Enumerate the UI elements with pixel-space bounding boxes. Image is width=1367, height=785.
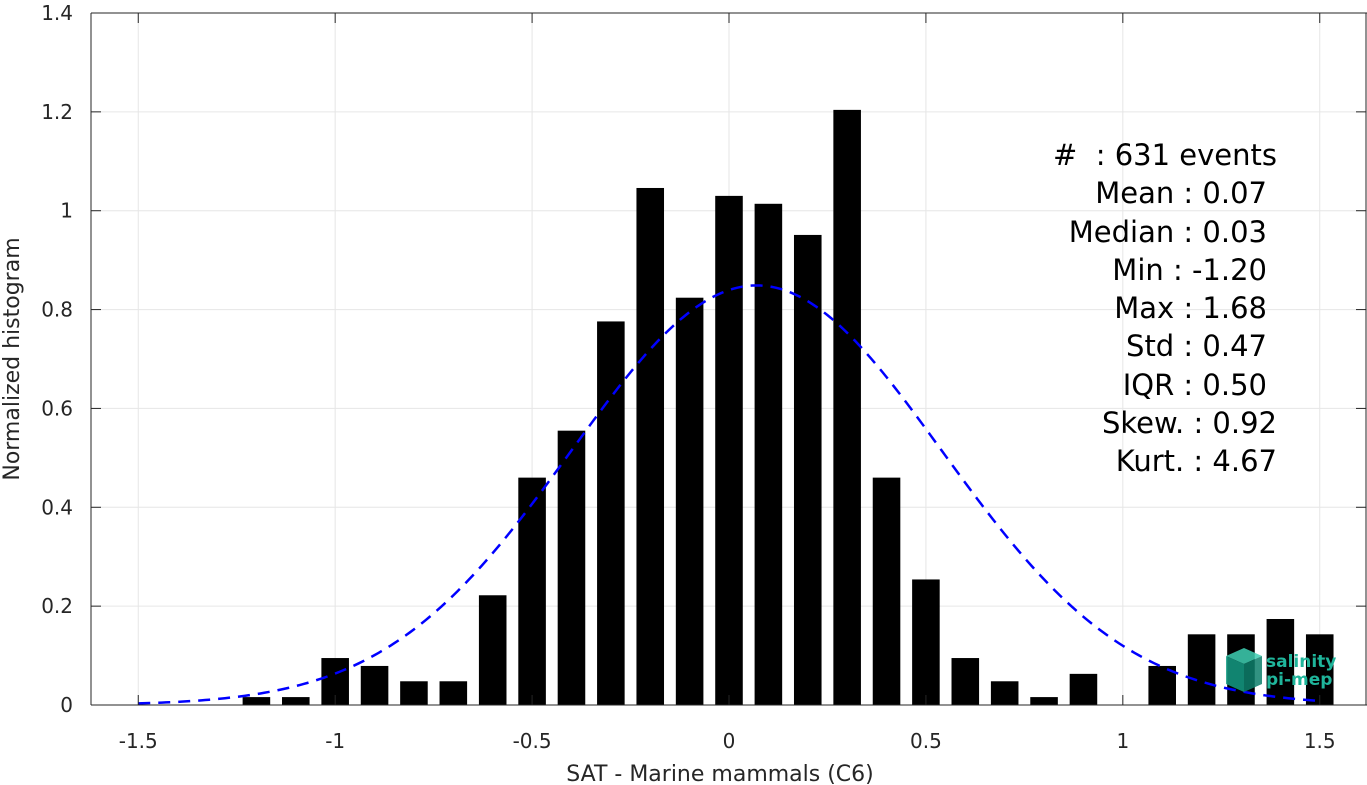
stat-mean: Mean : 0.07 <box>1095 176 1267 210</box>
histogram-bar <box>1069 673 1098 705</box>
histogram-bar <box>360 665 389 705</box>
histogram-bar <box>400 681 428 705</box>
histogram-bar <box>872 477 901 705</box>
fit-curve-line <box>138 284 1320 705</box>
y-axis-ticks: 0 0.2 0.4 0.6 0.8 1 1.2 1.4 <box>41 1 1366 717</box>
histogram-bar <box>1030 697 1058 705</box>
histogram-bar <box>1148 665 1176 705</box>
stat-events: # : 631 events <box>1053 138 1277 172</box>
histogram-bar <box>951 658 980 705</box>
histogram-bar <box>478 595 507 705</box>
histogram-bar <box>793 234 822 706</box>
histogram-bar <box>1187 634 1216 705</box>
histogram-bar <box>557 430 586 705</box>
histogram-bar <box>754 203 783 705</box>
histogram-bar <box>675 297 704 705</box>
x-tick-label: 0 <box>723 729 736 753</box>
y-tick-label: 0.8 <box>41 298 73 322</box>
y-tick-label: 1.4 <box>41 1 73 25</box>
histogram-bar <box>990 681 1019 705</box>
x-tick-label: -1 <box>325 729 345 753</box>
histogram-bar <box>715 195 743 705</box>
cube-icon <box>1226 648 1262 692</box>
stat-min: Min : -1.20 <box>1112 253 1267 287</box>
histogram-bar <box>242 697 271 705</box>
histogram-bar <box>439 681 468 705</box>
stats-box: # : 631 events Mean : 0.07 Median : 0.03… <box>1053 138 1277 478</box>
histogram-bar <box>1266 618 1295 705</box>
x-tick-label: -0.5 <box>513 729 552 753</box>
stat-iqr: IQR : 0.50 <box>1123 368 1267 402</box>
histogram-bar <box>597 321 625 705</box>
y-tick-label: 0.6 <box>41 396 73 420</box>
y-tick-label: 1 <box>60 199 73 223</box>
salinity-pimep-logo: salinity pi-mep <box>1226 648 1336 692</box>
y-tick-label: 0.4 <box>41 495 73 519</box>
histogram-bar <box>282 697 310 705</box>
x-tick-label: 0.5 <box>910 729 942 753</box>
stat-std: Std : 0.47 <box>1126 329 1267 363</box>
stat-skew: Skew. : 0.92 <box>1102 406 1277 440</box>
logo-line2: pi-mep <box>1266 670 1332 690</box>
stat-median: Median : 0.03 <box>1069 215 1267 249</box>
y-tick-label: 0.2 <box>41 594 73 618</box>
histogram-bar <box>518 477 546 705</box>
logo-line1: salinity <box>1266 652 1336 672</box>
histogram-bar <box>1305 634 1334 705</box>
x-tick-label: 1.5 <box>1304 729 1336 753</box>
x-axis-title: SAT - Marine mammals (C6) <box>566 762 874 785</box>
histogram-bars <box>242 109 1334 706</box>
y-tick-label: 0 <box>60 693 73 717</box>
x-tick-label: -1.5 <box>119 729 158 753</box>
histogram-bar <box>636 187 665 705</box>
histogram-bar <box>833 109 861 705</box>
y-axis-title: Normalized histogram <box>0 237 25 480</box>
y-tick-label: 1.2 <box>41 100 73 124</box>
gaussian-fit <box>138 284 1320 705</box>
x-axis-ticks: -1.5 -1 -0.5 0 0.5 1 1.5 <box>119 13 1336 753</box>
x-tick-label: 1 <box>1116 729 1129 753</box>
stat-max: Max : 1.68 <box>1114 291 1267 325</box>
histogram-bar <box>912 579 940 705</box>
stat-kurt: Kurt. : 4.67 <box>1116 444 1277 478</box>
